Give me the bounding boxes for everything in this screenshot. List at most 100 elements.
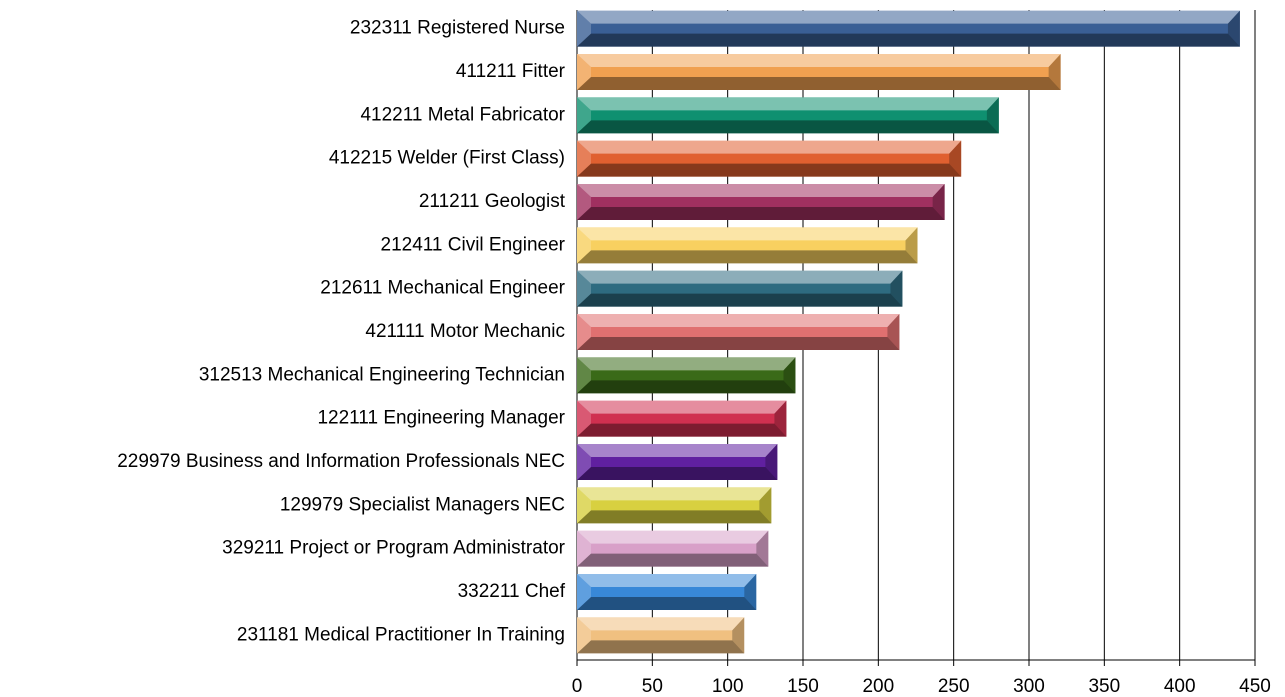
bar-bevel-bottom <box>577 207 945 220</box>
x-tick-label: 450 <box>1239 676 1271 697</box>
bar-bevel-left <box>577 314 591 350</box>
bar-bevel-left <box>577 10 591 47</box>
x-tick-label: 250 <box>938 676 970 697</box>
bar-bevel-end <box>890 270 903 307</box>
y-tick-label: 229979 Business and Information Professi… <box>117 451 565 472</box>
bar-bevel-end <box>783 357 796 394</box>
bar-bevel-end <box>774 400 787 437</box>
bar-bevel-left <box>577 270 591 307</box>
bar-bevel-bottom <box>577 467 778 480</box>
bar-bevel-left <box>577 530 591 567</box>
bar-bevel-left <box>577 140 591 177</box>
x-tick-label: 300 <box>1013 676 1045 697</box>
bar-bevel-left <box>577 617 591 654</box>
bar-bevel-bottom <box>577 250 918 264</box>
y-tick-label: 329211 Project or Program Administrator <box>222 538 566 559</box>
bar-bevel-top <box>577 357 796 371</box>
bar-bevel-left <box>577 97 591 134</box>
y-tick-label: 212611 Mechanical Engineer <box>320 278 565 299</box>
y-tick-label: 211211 Geologist <box>419 191 566 212</box>
bar-bevel-end <box>1227 10 1240 47</box>
y-tick-label: 412211 Metal Fabricator <box>360 104 565 125</box>
bar-bevel-top <box>577 444 778 457</box>
bar-bevel-left <box>577 227 591 264</box>
bar <box>577 140 962 177</box>
x-tick-label: 350 <box>1088 676 1120 697</box>
bar-bevel-end <box>1048 54 1061 90</box>
y-tick-label: 232311 Registered Nurse <box>350 18 565 39</box>
bar-bevel-top <box>577 10 1240 24</box>
bar <box>577 574 757 610</box>
y-tick-label: 421111 Motor Mechanic <box>365 321 565 342</box>
bar-bevel-top <box>577 54 1061 67</box>
bar-bevel-left <box>577 444 591 480</box>
y-tick-label: 332211 Chef <box>458 581 566 602</box>
bar <box>577 10 1240 47</box>
bar-bevel-bottom <box>577 380 796 394</box>
bar <box>577 357 796 394</box>
bar-bevel-bottom <box>577 163 962 177</box>
bar-bevel-end <box>986 97 999 134</box>
y-tick-label: 412215 Welder (First Class) <box>329 148 565 169</box>
bar <box>577 617 745 654</box>
bar-bevel-left <box>577 487 591 524</box>
bar-bevel-bottom <box>577 423 787 437</box>
bar-bevel-bottom <box>577 640 745 654</box>
bar-bevel-top <box>577 617 745 631</box>
bar <box>577 227 918 264</box>
bar-bevel-end <box>765 444 778 480</box>
bar-bevel-left <box>577 574 591 610</box>
bar-bevel-end <box>887 314 900 350</box>
y-tick-label: 312513 Mechanical Engineering Technician <box>199 364 565 385</box>
x-tick-label: 100 <box>712 676 744 697</box>
x-tick-label: 150 <box>787 676 819 697</box>
bar-bevel-top <box>577 227 918 241</box>
x-tick-label: 50 <box>642 676 663 697</box>
bar-bevel-bottom <box>577 510 772 524</box>
bar-bevel-top <box>577 574 757 587</box>
bar-bevel-end <box>744 574 757 610</box>
bar-bevel-top <box>577 487 772 501</box>
bar-bevel-bottom <box>577 120 999 134</box>
bar <box>577 487 772 524</box>
bar <box>577 54 1061 90</box>
bar-bevel-bottom <box>577 293 903 307</box>
bar-bevel-end <box>905 227 918 264</box>
bar-bevel-end <box>949 140 962 177</box>
bar <box>577 184 945 220</box>
y-tick-label: 411211 Fitter <box>456 61 566 82</box>
y-tick-label: 122111 Engineering Manager <box>317 408 565 429</box>
x-tick-label: 200 <box>862 676 894 697</box>
bar-bevel-end <box>732 617 745 654</box>
bar-bevel-end <box>932 184 945 220</box>
bar-bevel-top <box>577 400 787 414</box>
y-tick-label: 129979 Specialist Managers NEC <box>280 494 565 515</box>
bar-bevel-bottom <box>577 597 757 610</box>
bar <box>577 530 769 567</box>
x-tick-label: 400 <box>1164 676 1196 697</box>
bar-bevel-bottom <box>577 77 1061 90</box>
bar-bevel-left <box>577 184 591 220</box>
bar <box>577 400 787 437</box>
y-tick-label: 212411 Civil Engineer <box>381 234 566 255</box>
bar-bevel-top <box>577 270 903 284</box>
bar-bevel-end <box>759 487 772 524</box>
bar-bevel-top <box>577 314 900 327</box>
bar-bevel-end <box>756 530 769 567</box>
bar-bevel-left <box>577 357 591 394</box>
bar <box>577 270 903 307</box>
bar <box>577 97 999 134</box>
y-tick-label: 231181 Medical Practitioner In Training <box>237 624 565 645</box>
bar-bevel-bottom <box>577 337 900 350</box>
bar <box>577 444 778 480</box>
bar-bevel-bottom <box>577 553 769 567</box>
bar-bevel-left <box>577 54 591 90</box>
bar-bevel-top <box>577 184 945 197</box>
bar-bevel-top <box>577 530 769 544</box>
bar <box>577 314 900 350</box>
x-tick-label: 0 <box>572 676 583 697</box>
bar-bevel-top <box>577 97 999 111</box>
bar-bevel-top <box>577 140 962 154</box>
